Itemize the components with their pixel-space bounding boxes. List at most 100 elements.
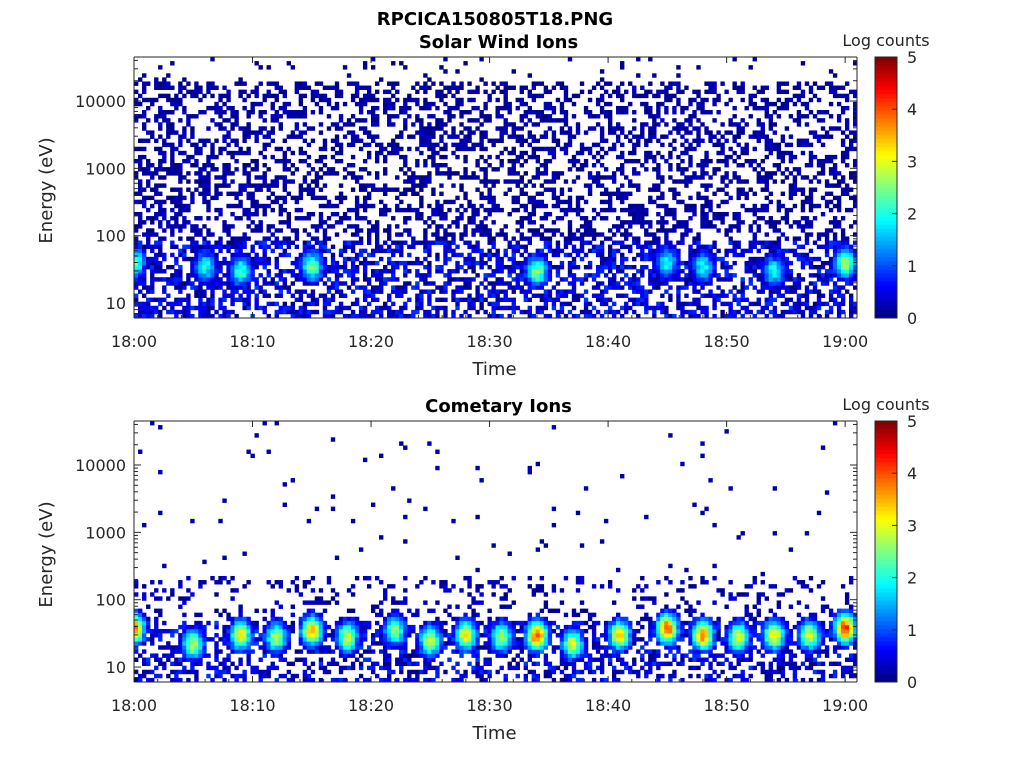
spectrogram-cell xyxy=(443,101,448,107)
spectrogram-cell xyxy=(611,130,617,135)
spectrogram-cell xyxy=(198,273,203,278)
spectrogram-cell xyxy=(583,105,589,111)
spectrogram-cell xyxy=(471,130,476,135)
spectrogram-cell xyxy=(547,105,553,111)
spectrogram-cell xyxy=(684,179,689,184)
spectrogram-cell xyxy=(471,248,476,254)
spectrogram-cell xyxy=(278,126,283,131)
spectrogram-cell xyxy=(660,220,665,225)
spectrogram-cell xyxy=(764,97,769,103)
spectrogram-cell xyxy=(302,110,308,115)
spectrogram-cell xyxy=(836,277,842,282)
spectrogram-cell xyxy=(688,179,693,184)
spectrogram-cell xyxy=(620,171,625,176)
spectrogram-cell xyxy=(330,224,336,229)
spectrogram-cell xyxy=(832,216,838,221)
spectrogram-cell xyxy=(262,244,267,250)
spectrogram-cell xyxy=(808,154,814,160)
spectrogram-cell xyxy=(318,130,324,135)
spectrogram-cell xyxy=(274,179,279,184)
spectrogram-cell xyxy=(202,309,207,315)
spectrogram-cell xyxy=(186,313,191,319)
spectrogram-cell xyxy=(523,216,528,221)
spectrogram-cell xyxy=(744,248,749,254)
spectrogram-cell xyxy=(499,281,504,286)
spectrogram-cell xyxy=(644,309,649,315)
spectrogram-cell xyxy=(603,138,609,143)
spectrogram-cell xyxy=(636,207,641,213)
spectrogram-cell xyxy=(692,301,697,307)
spectrogram-cell xyxy=(423,313,428,319)
spectrogram-cell xyxy=(326,269,332,274)
spectrogram-cell xyxy=(680,313,685,319)
spectrogram-cell xyxy=(162,256,167,262)
spectrogram-cell xyxy=(427,138,432,143)
spectrogram-cell xyxy=(628,281,633,286)
spectrogram-cell xyxy=(431,232,436,237)
spectrogram-cell xyxy=(567,224,573,229)
spectrogram-cell xyxy=(134,264,139,270)
spectrogram-cell xyxy=(732,260,737,266)
spectrogram-cell xyxy=(138,273,143,278)
spectrogram-cell xyxy=(387,150,392,156)
spectrogram-cell xyxy=(700,309,705,315)
spectrogram-cell xyxy=(254,305,259,311)
spectrogram-cell xyxy=(322,313,328,319)
spectrogram-cell xyxy=(238,203,243,209)
spectrogram-cell xyxy=(652,264,657,270)
spectrogram-cell xyxy=(796,309,802,315)
spectrogram-cell xyxy=(242,89,247,95)
spectrogram-cell xyxy=(808,289,814,294)
spectrogram-cell xyxy=(676,285,681,290)
spectrogram-cell xyxy=(507,273,512,278)
spectrogram-cell xyxy=(198,297,203,303)
spectrogram-cell xyxy=(587,183,593,188)
spectrogram-cell xyxy=(142,89,147,95)
spectrogram-cell xyxy=(764,175,769,180)
spectrogram-cell xyxy=(354,179,360,184)
spectrogram-cell xyxy=(620,260,625,266)
spectrogram-cell xyxy=(158,183,163,188)
spectrogram-cell xyxy=(632,150,637,156)
spectrogram-cell xyxy=(362,101,368,107)
spectrogram-cell xyxy=(198,244,203,250)
spectrogram-cell xyxy=(668,207,673,213)
spectrogram-cell xyxy=(668,244,673,250)
spectrogram-cell xyxy=(764,240,769,245)
spectrogram-cell xyxy=(499,232,504,237)
spectrogram-cell xyxy=(206,191,211,197)
spectrogram-cell xyxy=(660,195,665,201)
spectrogram-cell xyxy=(278,195,283,201)
spectrogram-cell xyxy=(511,199,516,205)
spectrogram-cell xyxy=(202,199,207,205)
spectrogram-cell xyxy=(266,273,271,278)
spectrogram-cell xyxy=(451,313,456,319)
spectrogram-cell xyxy=(732,297,737,303)
spectrogram-cell xyxy=(403,285,408,290)
spectrogram-cell xyxy=(535,305,541,311)
spectrogram-cell xyxy=(848,264,854,270)
spectrogram-cell xyxy=(346,273,352,278)
spectrogram-cell xyxy=(302,228,308,233)
spectrogram-cell xyxy=(607,236,613,241)
spectrogram-cell xyxy=(752,256,757,262)
spectrogram-cell xyxy=(756,89,761,95)
spectrogram-cell xyxy=(563,207,569,213)
spectrogram-cell xyxy=(539,114,545,119)
spectrogram-cell xyxy=(543,216,549,221)
spectrogram-cell xyxy=(511,122,516,127)
spectrogram-cell xyxy=(218,264,223,270)
spectrogram-cell xyxy=(507,187,512,192)
spectrogram-cell xyxy=(375,260,380,266)
spectrogram-cell xyxy=(150,277,155,282)
spectrogram-cell xyxy=(326,114,332,119)
spectrogram-cell xyxy=(334,101,340,107)
spectrogram-cell xyxy=(736,211,741,217)
spectrogram-cell xyxy=(338,289,344,294)
spectrogram-cell xyxy=(607,285,613,290)
spectrogram-cell xyxy=(423,236,428,241)
spectrogram-cell xyxy=(375,118,380,123)
spectrogram-cell xyxy=(174,269,179,274)
spectrogram-cell xyxy=(599,154,605,160)
spectrogram-cell xyxy=(435,167,440,172)
